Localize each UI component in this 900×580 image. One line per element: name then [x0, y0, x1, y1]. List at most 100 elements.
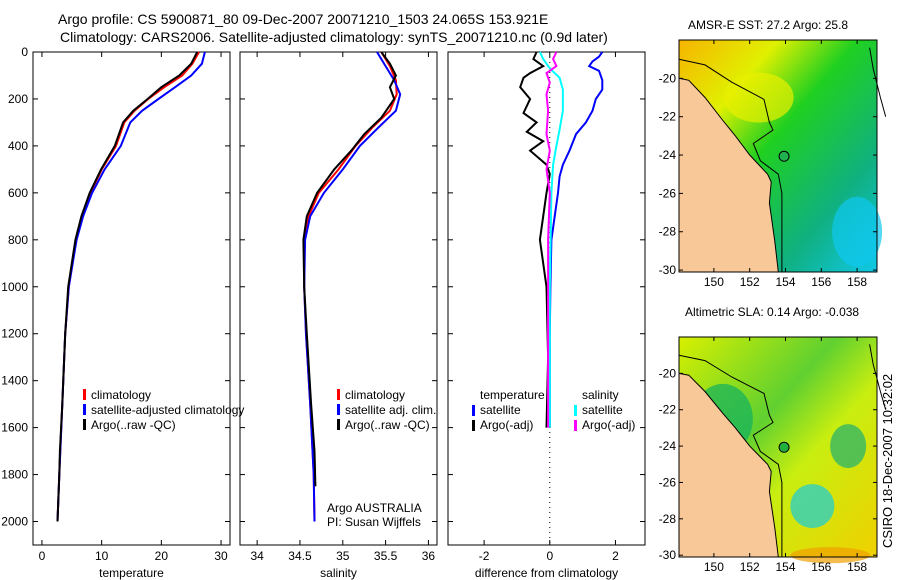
x-axis-label: difference from climatology	[475, 566, 618, 580]
latitude-tick-label: -24	[659, 148, 677, 162]
legend-label: satellite	[582, 403, 623, 417]
x-axis-label: temperature	[99, 566, 164, 580]
map-frame	[678, 336, 878, 558]
longitude-tick-label: 158	[847, 275, 867, 289]
legend-label: satellite	[480, 403, 521, 417]
x-tick-label: 35.5	[374, 549, 398, 563]
x-tick-label: 10	[95, 549, 109, 563]
series-line-argo-raw-qc-	[56, 51, 199, 522]
map-frame	[678, 39, 878, 273]
warm-pool-blob	[723, 72, 794, 123]
latitude-tick-label: -26	[659, 475, 677, 489]
x-tick-label: 20	[155, 549, 169, 563]
latitude-tick-label: -22	[659, 110, 677, 124]
y-tick-label: 400	[8, 139, 28, 153]
plot-frame	[239, 51, 438, 546]
latitude-tick-label: -20	[659, 366, 677, 380]
plot-frame	[447, 51, 646, 546]
y-tick-label: 0	[21, 45, 28, 59]
plot-frame	[32, 51, 231, 546]
x-tick-label: 30	[214, 549, 228, 563]
sla-low-blob	[790, 484, 835, 529]
series-line-argo-raw-qc-	[302, 51, 398, 487]
y-tick-label: 1000	[1, 280, 28, 294]
y-tick-label: 1200	[1, 327, 28, 341]
y-tick-label: 800	[8, 233, 28, 247]
x-tick-label: 35	[336, 549, 350, 563]
latitude-tick-label: -28	[659, 512, 677, 526]
shelf-isobath-line	[678, 58, 783, 272]
latitude-tick-label: -26	[659, 186, 677, 200]
legend-swatch	[472, 420, 475, 431]
warm-pool-blob	[832, 196, 883, 267]
y-tick-label: 1800	[1, 468, 28, 482]
longitude-tick-label: 150	[704, 560, 724, 574]
x-axis-label: salinity	[320, 566, 357, 580]
legend-swatch	[83, 419, 86, 430]
y-tick-label: 600	[8, 186, 28, 200]
legend-label: satellite adj. clim.	[345, 403, 436, 417]
series-line-climatology	[56, 51, 200, 522]
longitude-tick-label: 156	[811, 560, 831, 574]
longitude-tick-label: 154	[775, 560, 795, 574]
legend-swatch	[574, 405, 577, 416]
longitude-tick-label: 152	[740, 560, 760, 574]
longitude-tick-label: 158	[847, 560, 867, 574]
y-tick-label: 200	[8, 92, 28, 106]
x-tick-label: 0	[546, 549, 553, 563]
sst-map: 150 152 154 156 158 -20 -22 -24 -26 -28 -30	[659, 39, 887, 289]
series-line-temperature-argo-adj-	[519, 51, 551, 428]
series-line-satellite-adj-clim-	[303, 51, 402, 522]
latitude-tick-label: -28	[659, 225, 677, 239]
latitude-tick-label: -24	[659, 439, 677, 453]
sla-map: 150 152 154 156 158 -20 -22 -24 -26 -28 -30	[659, 336, 887, 574]
legend-swatch	[472, 405, 475, 416]
legend-swatch	[83, 404, 86, 415]
legend-swatch	[574, 420, 577, 431]
latitude-tick-label: -30	[659, 548, 677, 562]
latitude-tick-label: -22	[659, 403, 677, 417]
series-line-temperature-satellite	[548, 51, 604, 428]
y-tick-label: 2000	[1, 515, 28, 529]
float-owner-annotation: PI: Susan Wijffels	[327, 515, 421, 529]
timestamp-stamp: CSIRO 18-Dec-2007 10:32:02	[880, 373, 895, 548]
legend-label: Argo(-adj)	[582, 418, 635, 432]
x-tick-label: 0	[39, 549, 46, 563]
figure-title-line1: Argo profile: CS 5900871_80 09-Dec-2007 …	[58, 11, 549, 27]
latitude-tick-label: -20	[659, 71, 677, 85]
sla-low-blob	[830, 424, 867, 469]
x-tick-label: 2	[612, 549, 619, 563]
legend-label: climatology	[91, 388, 151, 402]
legend-swatch	[337, 404, 340, 415]
argo-float-location-marker	[778, 441, 790, 453]
x-tick-label: 34	[250, 549, 264, 563]
sla-map-title: Altimetric SLA: 0.14 Argo: -0.038	[685, 305, 860, 319]
legend-label: satellite-adjusted climatology	[91, 403, 244, 417]
difference-panel: -2 0 2 difference from climatology temperatu…	[447, 51, 646, 580]
legend-swatch	[337, 419, 340, 430]
temperature-panel: 0 10 20 30 temperature 0 200 400 600 800 1000 1200 1…	[1, 45, 244, 580]
legend-label: climatology	[345, 388, 405, 402]
figure-title-line2: Climatology: CARS2006. Satellite-adjuste…	[60, 29, 608, 45]
longitude-tick-label: 152	[740, 275, 760, 289]
float-owner-annotation: Argo AUSTRALIA	[327, 501, 422, 515]
legend-label: Argo(..raw -QC)	[345, 418, 430, 432]
legend-label: Argo(-adj)	[480, 418, 533, 432]
x-tick-label: -2	[479, 549, 490, 563]
y-tick-label: 1400	[1, 374, 28, 388]
sla-high-blob	[790, 547, 871, 564]
shelf-isobath-line	[678, 354, 783, 557]
latitude-tick-label: -30	[659, 263, 677, 277]
argo-float-location-marker	[778, 150, 790, 162]
x-tick-label: 34.5	[288, 549, 312, 563]
legend-swatch	[337, 389, 340, 400]
series-line-salinity-satellite	[538, 51, 564, 428]
profile-plots: 0 10 20 30temperature0200400600800100012001…	[1, 45, 646, 580]
legend-group-label: salinity	[582, 388, 619, 402]
y-tick-label: 1600	[1, 421, 28, 435]
series-line-satellite-adjusted-climatology	[56, 51, 206, 522]
longitude-tick-label: 156	[811, 275, 831, 289]
x-tick-label: 36	[422, 549, 436, 563]
legend-swatch	[83, 389, 86, 400]
